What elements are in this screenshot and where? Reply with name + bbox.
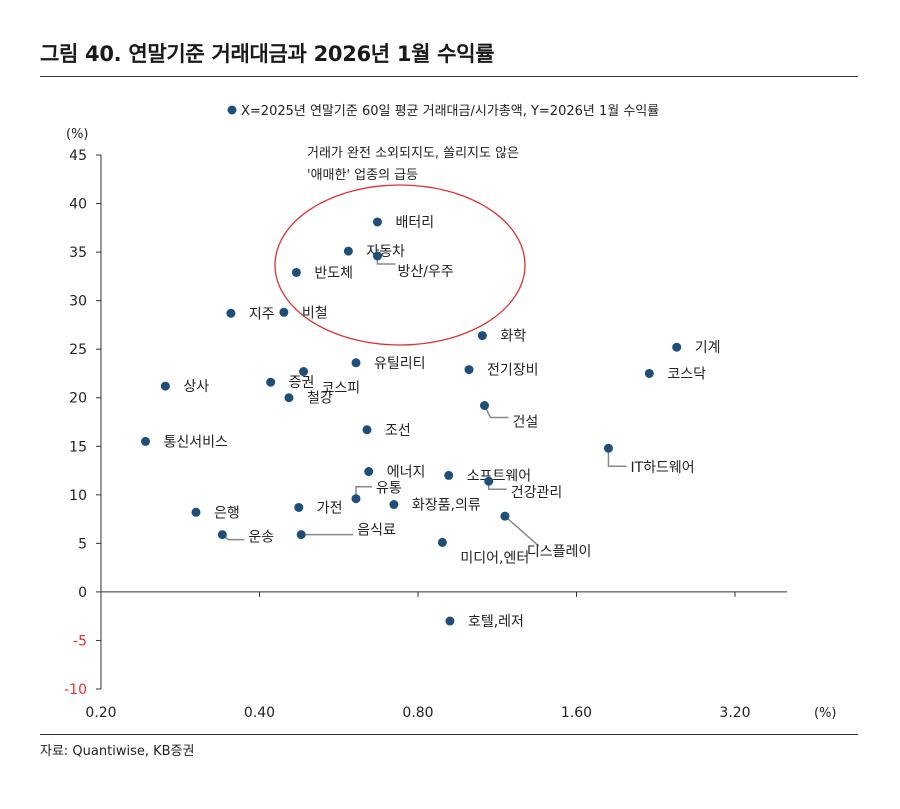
data-point xyxy=(389,500,399,510)
data-point-label: IT하드웨어 xyxy=(630,460,694,476)
title-rule xyxy=(40,76,858,77)
annotation-line-2: '애매한' 업종의 급등 xyxy=(307,168,418,183)
data-point xyxy=(279,307,289,317)
x-tick-label: 0.40 xyxy=(244,705,275,721)
data-point xyxy=(603,443,613,453)
data-point-label: 코스닥 xyxy=(667,366,706,382)
data-point-label: 전기장비 xyxy=(487,363,539,379)
data-point xyxy=(191,507,201,517)
data-point-label: 반도체 xyxy=(314,265,353,281)
leader-line xyxy=(607,448,627,467)
data-point xyxy=(372,217,382,227)
y-tick-label: 15 xyxy=(69,439,87,455)
x-axis-unit: (%) xyxy=(814,706,837,721)
data-point xyxy=(477,331,487,341)
data-point xyxy=(141,436,151,446)
data-point xyxy=(351,358,361,368)
annotation-ellipse xyxy=(274,184,526,346)
source-rule xyxy=(40,734,858,735)
y-tick-label: 45 xyxy=(69,148,87,164)
x-tick-label: 1.60 xyxy=(561,705,592,721)
data-point xyxy=(299,367,309,377)
data-point xyxy=(291,267,301,277)
data-point-label: 은행 xyxy=(214,505,240,521)
data-point-label: 미디어,엔터 xyxy=(460,550,529,566)
y-tick-label: -5 xyxy=(73,633,87,649)
legend-label: X=2025년 연말기준 60일 평균 거래대금/시가총액, Y=2026년 1… xyxy=(241,104,659,119)
data-point-label: 호텔,레저 xyxy=(468,614,524,630)
axes: 45 40 35 30 25 20 15 10 5 0 -5 -10 0.20 0.40 0.80 1.60 3… xyxy=(64,148,787,721)
data-point-label: 코스피 xyxy=(322,381,361,397)
data-point xyxy=(444,470,454,480)
x-tick-label: 3.20 xyxy=(719,705,750,721)
data-point-label: 화학 xyxy=(500,329,526,345)
source-note: 자료: Quantiwise, KB증권 xyxy=(40,744,195,759)
data-point-label: 방산/우주 xyxy=(397,264,453,280)
data-point xyxy=(160,381,170,391)
chart-title: 그림 40. 연말기준 거래대금과 2026년 1월 수익률 xyxy=(40,42,495,66)
data-point xyxy=(226,308,236,318)
data-point-label: 건설 xyxy=(512,414,538,430)
data-point-label: 에너지 xyxy=(387,465,426,481)
data-point-label: 증권 xyxy=(289,375,315,391)
y-axis-unit: (%) xyxy=(66,127,89,142)
data-point xyxy=(217,530,227,540)
data-point-label: 기계 xyxy=(695,340,721,356)
data-point-label: 화장품,의류 xyxy=(412,498,481,514)
data-point-label: 디스플레이 xyxy=(527,544,591,560)
data-point xyxy=(294,502,304,512)
data-point-label: 상사 xyxy=(183,379,209,395)
y-tick-label: 25 xyxy=(69,342,87,358)
data-point-label: 유통 xyxy=(376,481,402,497)
data-point-label: 지주 xyxy=(249,306,275,322)
data-point xyxy=(500,511,510,521)
y-tick-label: 20 xyxy=(69,391,87,407)
data-point-label: 건강관리 xyxy=(511,485,563,501)
data-point xyxy=(484,476,494,486)
data-point-label: 통신서비스 xyxy=(164,434,229,450)
data-point xyxy=(479,400,489,410)
scatter-chart: 거래가 완전 소외되지도, 쏠리지도 않은 '애매한' 업종의 급등 X=202… xyxy=(64,104,837,721)
annotation-line-1: 거래가 완전 소외되지도, 쏠리지도 않은 xyxy=(307,146,519,161)
data-point xyxy=(672,342,682,352)
data-point xyxy=(445,616,455,626)
data-point-label: 조선 xyxy=(385,423,411,439)
data-point-label: 비철 xyxy=(302,305,328,321)
data-point-label: 음식료 xyxy=(357,523,396,539)
data-point-label: 소프트웨어 xyxy=(467,468,531,484)
data-point xyxy=(437,537,447,547)
data-point xyxy=(372,251,382,261)
data-point-label: 유틸리티 xyxy=(374,356,426,372)
data-point-label: 자동차 xyxy=(366,244,405,260)
data-point xyxy=(266,377,276,387)
y-tick-label: 0 xyxy=(78,585,87,601)
y-tick-label: 30 xyxy=(69,294,87,310)
y-tick-label: -10 xyxy=(64,682,87,698)
data-point xyxy=(362,425,372,435)
data-point-label: 운송 xyxy=(248,530,274,546)
data-point xyxy=(296,530,306,540)
data-point-label: 철강 xyxy=(307,391,333,407)
y-tick-label: 40 xyxy=(69,197,87,213)
data-point xyxy=(284,393,294,403)
leader-line xyxy=(504,515,540,547)
y-tick-label: 5 xyxy=(78,536,87,552)
data-point xyxy=(464,365,474,375)
y-tick-label: 35 xyxy=(69,245,87,261)
data-point-label: 배터리 xyxy=(395,215,434,231)
legend-marker xyxy=(227,105,237,115)
x-tick-label: 0.80 xyxy=(402,705,433,721)
data-point xyxy=(644,368,654,378)
data-point-label: 가전 xyxy=(317,500,343,516)
data-point xyxy=(364,467,374,477)
data-point xyxy=(343,246,353,256)
x-tick-label: 0.20 xyxy=(85,705,116,721)
data-point xyxy=(351,494,361,504)
y-tick-label: 10 xyxy=(69,488,87,504)
